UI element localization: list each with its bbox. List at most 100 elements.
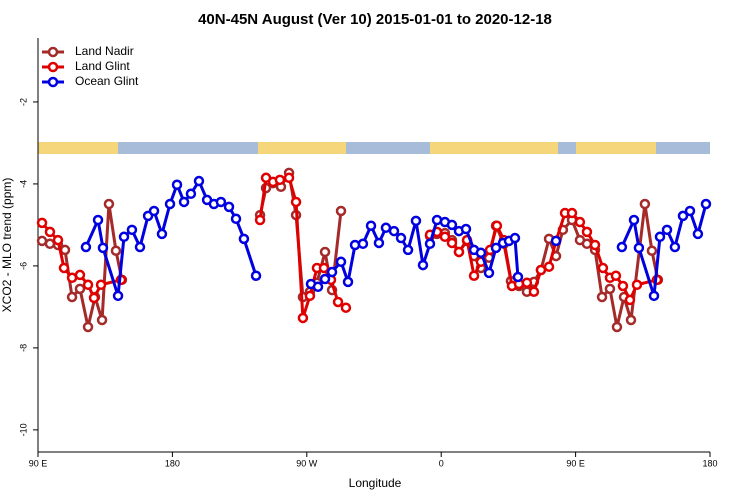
data-point (250, 270, 262, 281)
data-point (290, 196, 302, 208)
legend-marker (47, 61, 59, 73)
y-tick-label: -6 (18, 262, 28, 270)
legend-marker (47, 46, 59, 58)
data-point (283, 172, 295, 184)
data-point (446, 219, 458, 231)
data-point (74, 269, 86, 281)
data-point (521, 277, 533, 288)
data-point (96, 314, 108, 326)
data-point (134, 241, 146, 253)
data-point (254, 214, 266, 226)
data-point (185, 188, 197, 200)
data-point (319, 246, 331, 258)
data-point (574, 216, 586, 228)
data-point (215, 196, 227, 208)
y-tick-label: -10 (18, 423, 28, 436)
x-tick-label: 90 E (566, 458, 585, 468)
data-point (669, 241, 681, 253)
data-point (460, 223, 472, 235)
data-point (97, 242, 109, 254)
data-point (543, 261, 555, 272)
data-point (388, 225, 400, 237)
data-point (126, 224, 138, 236)
x-tick-label: 0 (439, 458, 444, 468)
data-point (597, 262, 609, 274)
data-point (52, 234, 64, 246)
data-point (677, 210, 689, 222)
data-point (118, 231, 130, 243)
y-axis-label: XCO2 - MLO trend (ppm) (0, 178, 14, 313)
data-point (238, 233, 250, 245)
data-point (349, 239, 361, 251)
data-point (596, 291, 608, 303)
data-point (624, 294, 636, 306)
data-point (417, 259, 429, 271)
data-point (639, 198, 651, 210)
data-point (439, 231, 451, 243)
data-point (528, 286, 540, 297)
data-point (148, 205, 160, 217)
data-point (365, 220, 377, 231)
data-point (512, 271, 524, 283)
x-tick-label: 90 E (29, 458, 48, 468)
data-point (230, 213, 242, 225)
data-point (468, 270, 480, 281)
data-point (326, 266, 338, 278)
data-point (611, 321, 623, 333)
data-point (335, 205, 347, 217)
data-point (633, 242, 645, 254)
data-point (661, 224, 673, 236)
legend-label: Ocean Glint (75, 74, 139, 88)
data-point (646, 245, 658, 256)
data-point (589, 239, 601, 251)
data-point (625, 314, 637, 326)
data-point (684, 205, 696, 217)
data-point (110, 245, 122, 256)
data-point (357, 238, 369, 250)
data-point (36, 217, 48, 229)
data-point (628, 214, 640, 226)
data-point (410, 215, 422, 227)
data-point (581, 238, 593, 250)
data-point (380, 222, 392, 234)
data-point (74, 283, 86, 295)
data-point (82, 279, 94, 291)
chart-title: 40N-45N August (Ver 10) 2015-01-01 to 20… (198, 11, 552, 28)
data-point (312, 281, 324, 293)
data-point (88, 292, 100, 304)
data-point (424, 238, 436, 250)
data-point (156, 228, 168, 240)
data-point (373, 237, 385, 249)
data-point (335, 256, 347, 268)
data-point (475, 247, 487, 259)
data-point (297, 312, 309, 324)
data-point (402, 244, 414, 256)
data-point (535, 264, 547, 276)
series-line (41, 171, 660, 329)
data-point (319, 273, 331, 285)
data-point (395, 232, 407, 244)
data-point (171, 179, 183, 190)
data-point (550, 235, 562, 247)
legend-label: Land Glint (75, 59, 130, 73)
data-point (453, 246, 465, 258)
data-point (509, 232, 521, 244)
data-point (193, 175, 205, 187)
data-point (483, 267, 495, 279)
data-point (491, 220, 503, 231)
data-point (164, 198, 176, 210)
data-point (58, 262, 70, 274)
data-point (112, 290, 124, 302)
data-point (82, 321, 94, 333)
map-strip (38, 142, 710, 154)
data-point (80, 241, 92, 253)
x-tick-label: 180 (165, 458, 180, 468)
data-point (44, 226, 56, 238)
data-point (66, 291, 78, 303)
data-point (490, 242, 502, 254)
y-tick-label: -4 (18, 180, 28, 188)
x-tick-label: 90 W (296, 458, 318, 468)
data-point (566, 207, 578, 219)
